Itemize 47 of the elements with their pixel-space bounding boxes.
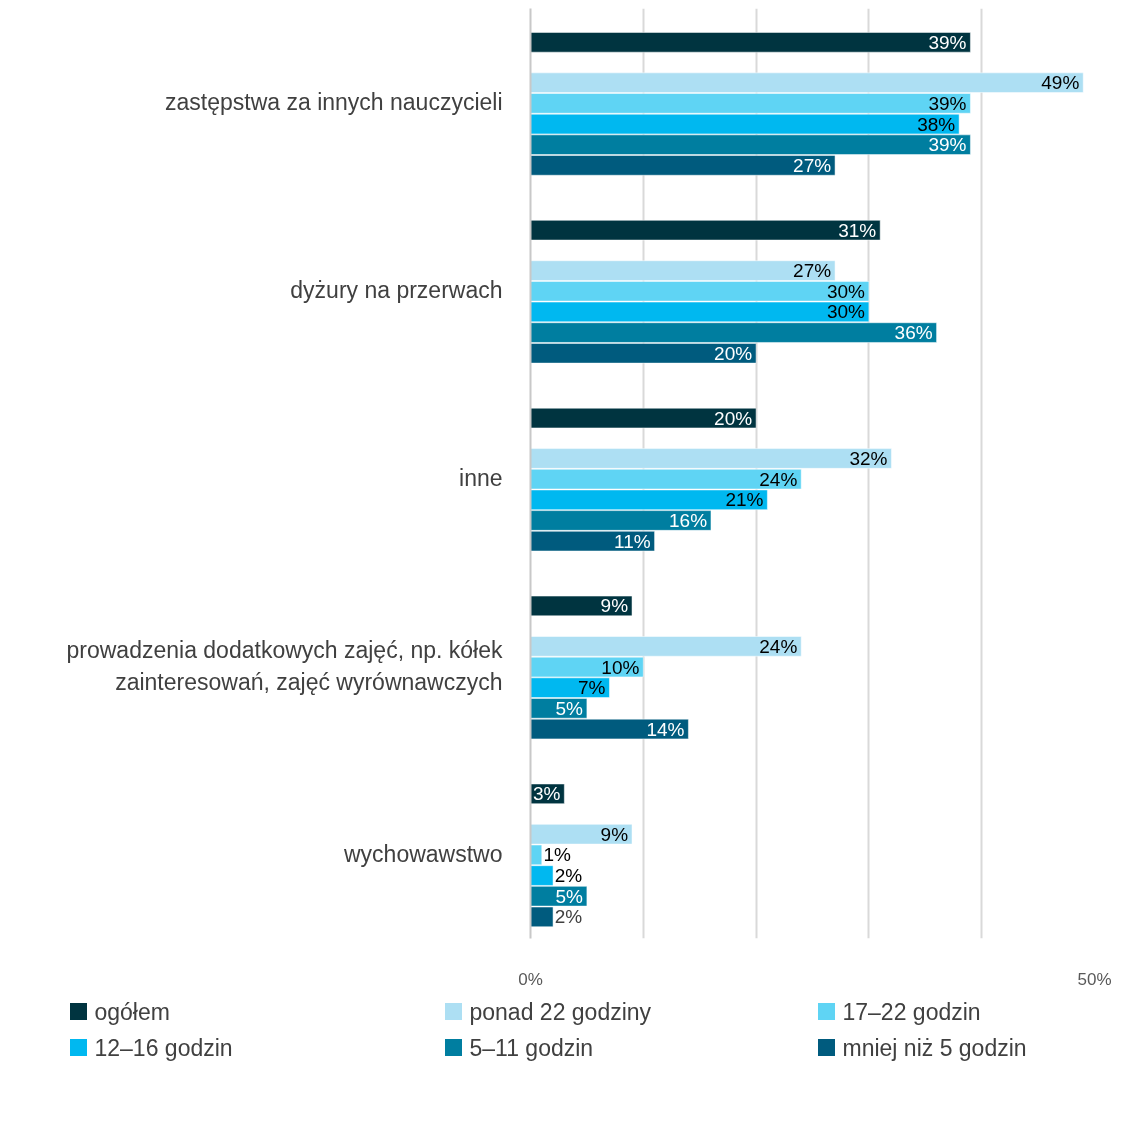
y-tick-label: dyżury na przerwach	[290, 277, 503, 304]
data-label: 3%	[532, 783, 561, 805]
data-label: 39%	[928, 134, 967, 156]
y-tick-label: inne	[459, 465, 503, 492]
data-label: 36%	[894, 322, 933, 344]
data-label: 9%	[600, 823, 629, 845]
data-label: 39%	[928, 92, 967, 114]
bar	[530, 220, 881, 241]
data-label: 16%	[669, 509, 708, 531]
data-label: 49%	[1041, 72, 1080, 94]
bar	[530, 595, 633, 617]
data-label: 2%	[554, 865, 583, 887]
x-tick-label: 0%	[518, 969, 543, 989]
data-label: 20%	[714, 407, 753, 429]
data-label: 27%	[793, 154, 832, 176]
x-tick-label: 50%	[1077, 969, 1112, 989]
data-label: 38%	[917, 113, 956, 135]
legend-label: ponad 22 godziny	[469, 998, 652, 1025]
data-label: 30%	[826, 280, 866, 302]
data-label: 24%	[759, 635, 798, 657]
y-tick-label: wychowawstwo	[343, 840, 503, 867]
bar	[530, 32, 971, 53]
bar	[530, 407, 757, 429]
data-label: 14%	[646, 718, 685, 740]
data-label: 27%	[793, 260, 832, 282]
legend-label: ogółem	[94, 998, 170, 1025]
legend-label: 12–16 godzin	[94, 1034, 233, 1061]
y-tick-label: zastępstwa za innych nauczycieli	[165, 89, 503, 116]
data-label: 30%	[826, 301, 866, 323]
legend-label: mniej niż 5 godzin	[842, 1034, 1027, 1061]
data-label: 10%	[601, 656, 640, 678]
data-label: 31%	[838, 219, 877, 241]
legend-label: 5–11 godzin	[469, 1034, 594, 1061]
legend-label: 17–22 godzin	[842, 998, 981, 1025]
data-label: 5%	[555, 697, 584, 719]
data-label: 7%	[578, 677, 606, 699]
data-label: 24%	[759, 468, 798, 490]
data-label: 9%	[600, 595, 629, 617]
data-label: 11%	[614, 530, 651, 552]
data-label: 39%	[928, 31, 967, 53]
data-label: 32%	[849, 447, 888, 469]
data-label: 2%	[554, 906, 583, 928]
y-tick-label: prowadzenia dodatkowych zajęć, np. kółek zainteresowań, zajęć wyrównawczych	[66, 637, 503, 695]
data-label: 20%	[714, 342, 753, 364]
data-label: 1%	[543, 844, 572, 866]
data-label: 5%	[555, 885, 584, 907]
data-label: 21%	[725, 489, 764, 511]
